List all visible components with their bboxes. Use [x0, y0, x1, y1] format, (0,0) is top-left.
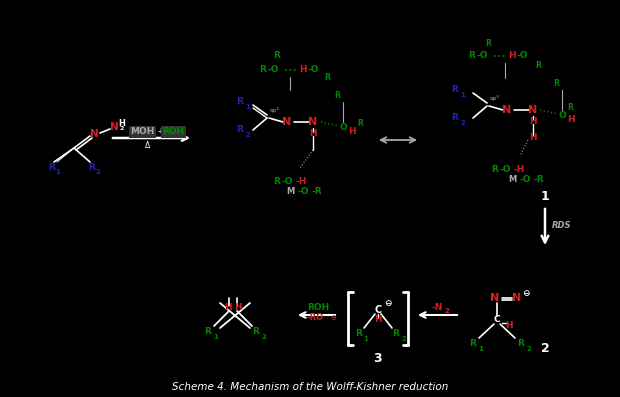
Text: -R: -R	[534, 175, 544, 185]
Text: H: H	[118, 118, 125, 127]
Text: ⊖: ⊖	[330, 315, 336, 321]
Text: R: R	[492, 166, 498, 175]
Text: 2: 2	[246, 132, 250, 138]
Text: N: N	[502, 105, 512, 115]
Text: R: R	[334, 91, 340, 100]
Text: ⊖: ⊖	[384, 299, 392, 308]
Text: N: N	[308, 117, 317, 127]
Text: MOH: MOH	[130, 127, 154, 137]
Text: N: N	[512, 293, 521, 303]
Text: H: H	[348, 127, 356, 135]
Text: C: C	[494, 316, 500, 324]
Text: H: H	[224, 303, 232, 312]
Text: +: +	[155, 127, 167, 137]
Text: R: R	[553, 79, 559, 87]
Text: H: H	[234, 303, 242, 312]
Text: R: R	[451, 85, 458, 94]
Text: H: H	[505, 320, 513, 330]
Text: R: R	[392, 330, 399, 339]
Text: -O: -O	[516, 52, 528, 60]
Text: N: N	[90, 129, 99, 139]
Text: 2: 2	[120, 127, 124, 131]
Text: ROH: ROH	[162, 127, 184, 137]
Text: R: R	[273, 50, 280, 60]
Text: H: H	[567, 114, 575, 123]
Text: R: R	[469, 339, 476, 349]
Text: R: R	[485, 39, 491, 48]
Text: sp³: sp³	[490, 95, 500, 101]
Text: R: R	[252, 328, 259, 337]
Text: Δ: Δ	[145, 141, 151, 150]
Text: N: N	[528, 105, 538, 115]
Text: H: H	[299, 66, 307, 75]
Text: N: N	[110, 122, 118, 132]
Text: M: M	[508, 175, 516, 185]
Text: R: R	[237, 125, 244, 135]
Text: N: N	[490, 293, 500, 303]
Text: R: R	[518, 339, 525, 349]
Text: ⊖: ⊖	[522, 289, 529, 297]
Text: R: R	[451, 114, 458, 123]
Text: -N: -N	[432, 303, 443, 312]
Text: 1: 1	[56, 169, 60, 175]
Text: R: R	[567, 104, 573, 112]
Text: R: R	[355, 330, 363, 339]
Text: ROH: ROH	[307, 303, 329, 312]
Text: H: H	[508, 52, 516, 60]
Text: R: R	[237, 98, 244, 106]
Text: sp³: sp³	[270, 107, 280, 113]
Text: R: R	[469, 52, 476, 60]
Text: R: R	[260, 66, 267, 75]
Text: R: R	[205, 328, 211, 337]
Text: M: M	[286, 187, 294, 197]
Text: 2: 2	[445, 308, 449, 314]
Text: H: H	[529, 133, 537, 143]
Text: 2: 2	[262, 334, 267, 340]
Text: Scheme 4. Mechanism of the Wolff-Kishner reduction: Scheme 4. Mechanism of the Wolff-Kishner…	[172, 382, 448, 392]
Text: 2: 2	[541, 341, 549, 355]
Text: R: R	[273, 177, 280, 187]
Text: 3: 3	[374, 351, 383, 364]
Text: -R: -R	[312, 187, 322, 197]
Text: R: R	[535, 62, 541, 71]
Text: 1: 1	[479, 346, 484, 352]
Text: 2: 2	[95, 169, 100, 175]
Text: 1: 1	[213, 334, 218, 340]
Text: R: R	[357, 119, 363, 129]
Text: -RO: -RO	[306, 314, 324, 322]
Text: -H: -H	[513, 166, 525, 175]
Text: -O: -O	[281, 177, 293, 187]
Text: 2: 2	[526, 346, 531, 352]
Text: -H: -H	[295, 177, 307, 187]
Text: 1: 1	[363, 336, 368, 342]
Text: O: O	[558, 112, 566, 121]
Text: 2: 2	[402, 336, 406, 342]
Text: N: N	[282, 117, 291, 127]
Text: H: H	[529, 118, 537, 127]
Text: 2: 2	[461, 120, 466, 126]
Text: -O: -O	[520, 175, 531, 185]
Text: R: R	[324, 73, 330, 83]
Text: -O: -O	[297, 187, 309, 197]
Text: C: C	[374, 305, 382, 315]
Text: -O: -O	[499, 166, 511, 175]
Text: H: H	[374, 316, 382, 324]
Text: -O: -O	[476, 52, 488, 60]
Text: -O: -O	[308, 66, 319, 75]
Text: 1: 1	[541, 189, 549, 202]
Text: O: O	[339, 123, 347, 133]
Text: 1: 1	[461, 92, 466, 98]
Text: R: R	[48, 164, 55, 173]
Text: H: H	[309, 129, 317, 139]
Text: R: R	[89, 164, 95, 173]
Text: 1: 1	[246, 104, 250, 110]
Text: -O: -O	[267, 66, 279, 75]
Text: RDS: RDS	[552, 222, 572, 231]
